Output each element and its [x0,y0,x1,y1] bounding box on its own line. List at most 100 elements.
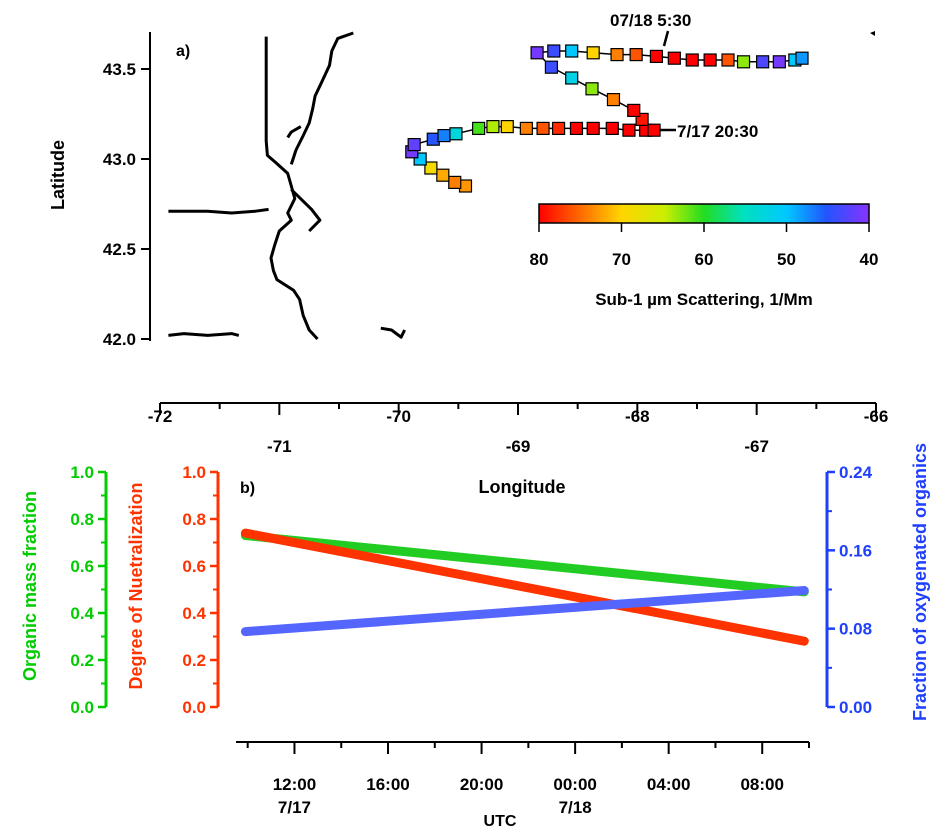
latitude-tick-label: 43.0 [103,150,136,169]
trajectory-point [772,55,786,69]
panel-b-label: b) [240,480,255,497]
trajectory-point [685,53,699,67]
colorbar-label: Sub-1 µm Scattering, 1/Mm [595,290,813,309]
trajectory-point [795,51,809,65]
date-label: 7/18 [559,798,592,817]
trajectory-point [703,53,717,67]
longitude-tick-label: -69 [506,437,531,456]
panel-a-map: a) 42.042.543.043.5 Latitude 07/18 5:30 … [48,11,878,349]
trajectory-point [551,121,566,136]
organic-fraction-tick-label: 0.8 [70,510,94,529]
trajectory-point [586,121,600,136]
trajectory-point [547,44,561,58]
trajectory-point [565,71,579,85]
trajectory-point [500,119,514,134]
trajectory-point [605,121,619,136]
trajectory-point [667,51,681,65]
trajectory-point [647,123,661,137]
longitude-tick-label: -68 [625,407,650,426]
trajectory-point [736,55,751,69]
organic-fraction-tick-label: 0.6 [70,557,94,576]
trajectory-point [437,129,451,143]
time-axis-label: UTC [484,813,517,830]
trajectory-path [410,50,803,187]
trajectory-point [610,47,624,62]
time-tick-label: 04:00 [647,775,690,794]
oxygenated-fraction-tick-label: 0.08 [839,620,872,639]
longitude-tick-label: -70 [386,407,411,426]
colorbar-tick-label: 40 [860,250,879,269]
neutralization-tick-label: 1.0 [182,463,206,482]
coastline-segment [168,332,240,337]
organic-fraction-tick-label: 0.0 [70,698,94,717]
trajectory-point [407,138,421,152]
coastline-segment [264,36,319,341]
stray-mark [870,31,875,36]
trajectory-point [449,127,463,141]
organic-fraction-tick-label: 1.0 [70,463,94,482]
longitude-tick-label: -66 [864,407,889,426]
trajectory-point [569,121,584,136]
organic-fraction-line [240,531,809,597]
oxygenated-fraction-tick-label: 0.16 [839,541,872,560]
colorbar-tick-label: 70 [612,250,631,269]
neutralization-tick-label: 0.2 [182,651,206,670]
coastline-segment [168,207,269,215]
oxygenated-fraction-tick-label: 0.24 [839,463,873,482]
colorbar-tick-label: 60 [695,250,714,269]
trajectory-point [649,49,664,64]
latitude-tick-label: 42.5 [103,240,136,259]
coastline [168,31,406,341]
trajectory-point [585,82,599,96]
trajectory-point [586,46,600,60]
longitude-axis-label: Longitude [479,477,566,497]
organic-fraction-tick-label: 0.4 [70,604,94,623]
colorbar-tick-label: 50 [777,250,796,269]
longitude-tick-label: -72 [148,407,173,426]
longitude-tick-label: -67 [744,437,769,456]
oxygenated-fraction-tick-label: 0.00 [839,698,872,717]
panel-b-timeseries: b) 0.0 0.2 0.4 0.6 0.8 1.0 Organic mass fract… [20,443,930,830]
trajectory-point [448,175,462,189]
time-tick-label: 08:00 [740,775,783,794]
time-tick-label: 16:00 [366,775,409,794]
latitude-axis-label: Latitude [48,140,68,210]
neutralization-tick-label: 0.8 [182,510,206,529]
trajectory-point [544,60,559,74]
colorbar-tick-label: 80 [530,250,549,269]
trajectory-point [721,53,735,67]
date-label: 7/17 [278,798,311,817]
trajectory-point [536,121,550,136]
trajectory-point [472,121,486,136]
trajectory-point [486,119,500,134]
neutralization-tick-label: 0.4 [182,604,206,623]
neutralization-axis-label: Degree of Nuetralization [126,482,146,689]
coastline-segment [380,326,406,339]
time-tick-label: 12:00 [273,775,316,794]
organic-fraction-tick-label: 0.2 [70,651,94,670]
trajectory [405,44,809,193]
panel-a-label: a) [176,43,190,60]
annotation-pointer [662,30,670,47]
time-tick-label: 20:00 [460,775,503,794]
trajectory-point [622,123,636,137]
coastline-segment [286,125,302,139]
trajectory-point [627,103,641,118]
annotation-end-time: 7/17 20:30 [677,122,758,141]
oxygenated-fraction-line [240,586,809,637]
trajectory-point [629,47,643,62]
trajectory-point [756,55,770,69]
trajectory-point [519,121,533,136]
latitude-tick-label: 43.5 [103,60,136,79]
trajectory-point [530,46,544,60]
coastline-segment [290,188,322,233]
neutralization-tick-label: 0.0 [182,698,206,717]
trajectory-point [436,168,450,182]
annotation-start-time: 07/18 5:30 [610,11,691,30]
oxygenated-fraction-axis-label: Fraction of oxygenated organics [910,443,930,721]
neutralization-tick-label: 0.6 [182,557,206,576]
trajectory-point [565,44,579,58]
coastline-segment [289,31,354,165]
trajectory-point [424,161,438,175]
latitude-tick-label: 42.0 [103,330,136,349]
